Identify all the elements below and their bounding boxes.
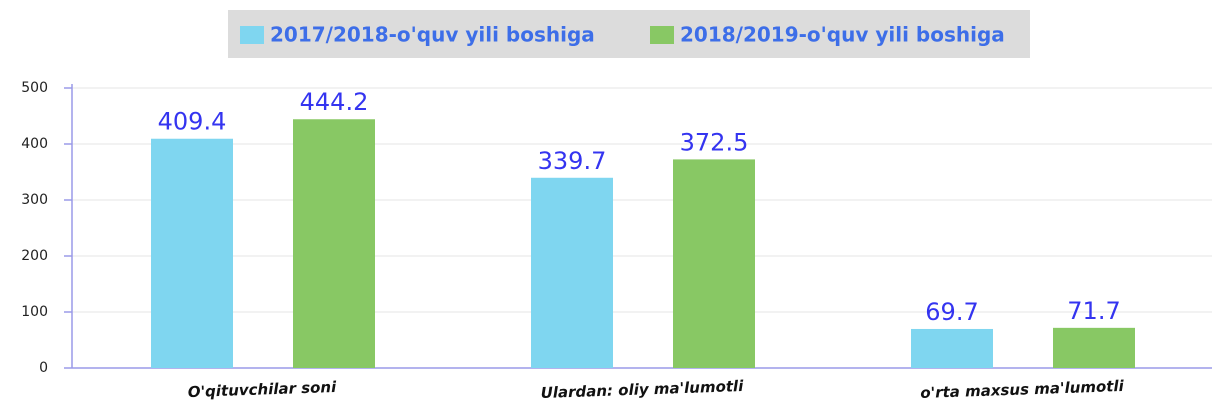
y-tick-label: 500 (21, 80, 48, 96)
legend-box (228, 10, 1030, 58)
y-tick-label: 400 (21, 136, 48, 152)
y-tick-label: 300 (21, 192, 48, 208)
data-label: 409.4 (158, 108, 227, 136)
x-tick-label: o'rta maxsus ma'lumotli (920, 377, 1125, 402)
data-label: 69.7 (925, 298, 978, 326)
legend-swatch (240, 26, 264, 44)
legend-label: 2017/2018-o'quv yili boshiga (270, 23, 595, 47)
x-tick-label: Ulardan: oliy ma'lumotli (540, 377, 744, 402)
data-label: 372.5 (680, 128, 749, 156)
y-tick-label: 100 (21, 304, 48, 320)
bar (673, 159, 755, 368)
bar (1053, 327, 1135, 368)
legend-label: 2018/2019-o'quv yili boshiga (680, 23, 1005, 47)
bar (293, 119, 375, 368)
bar (531, 177, 613, 368)
x-tick-label: O'qituvchilar soni (187, 378, 337, 401)
legend-swatch (650, 26, 674, 44)
bar (151, 138, 233, 368)
y-tick-label: 0 (39, 360, 48, 376)
y-tick-label: 200 (21, 248, 48, 264)
bar (911, 328, 993, 368)
data-label: 71.7 (1067, 297, 1120, 325)
data-label: 339.7 (538, 147, 607, 175)
data-label: 444.2 (300, 88, 369, 116)
